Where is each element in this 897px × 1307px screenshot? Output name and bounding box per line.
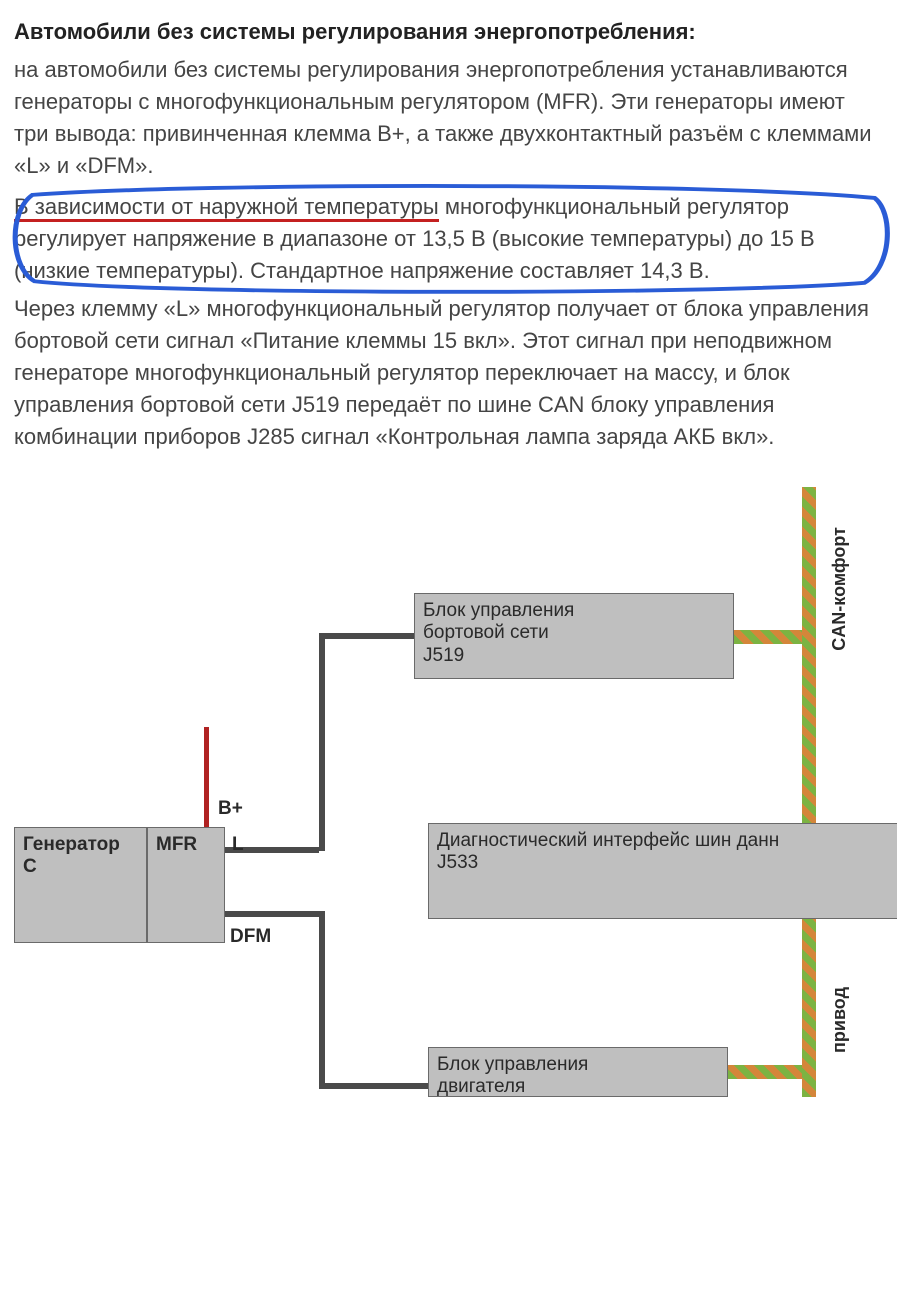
wire-dfm-horizontal-2 xyxy=(319,1083,428,1089)
can-comfort-label: CAN-комфорт xyxy=(826,527,852,651)
can-drive-bus-vertical xyxy=(802,919,816,1097)
can-drive-label: привод xyxy=(826,987,852,1053)
mfr-box: MFR xyxy=(147,827,225,943)
can-comfort-bus-vertical xyxy=(802,487,816,823)
j519-box: Блок управления бортовой сети J519 xyxy=(414,593,734,679)
can-comfort-bus-horizontal xyxy=(734,630,802,644)
wire-l-vertical xyxy=(319,633,325,851)
red-underlined-text: В зависимости от наружной температуры xyxy=(14,194,439,222)
wire-dfm-vertical xyxy=(319,911,325,1083)
wire-dfm-horizontal-1 xyxy=(225,911,319,917)
bplus-label: B+ xyxy=(218,795,243,823)
j533-box: Диагностический интерфейс шин данн J533 xyxy=(428,823,897,919)
section-heading: Автомобили без системы регулирования эне… xyxy=(14,16,883,48)
wire-l-horizontal-2 xyxy=(319,633,414,639)
generator-box: Генератор C xyxy=(14,827,147,943)
bplus-terminal-line xyxy=(204,727,209,827)
engine-ecu-box: Блок управления двигателя xyxy=(428,1047,728,1097)
can-drive-bus-horizontal xyxy=(728,1065,802,1079)
paragraph-1: на автомобили без системы регулирования … xyxy=(14,54,883,182)
l-terminal-label: L xyxy=(232,831,244,859)
highlighted-paragraph: В зависимости от наружной температуры мн… xyxy=(10,185,887,291)
dfm-terminal-label: DFM xyxy=(230,923,271,951)
paragraph-3: Через клемму «L» многофункциональный рег… xyxy=(14,293,883,452)
wiring-diagram: Генератор C MFR Блок управления бортовой… xyxy=(14,487,883,1097)
